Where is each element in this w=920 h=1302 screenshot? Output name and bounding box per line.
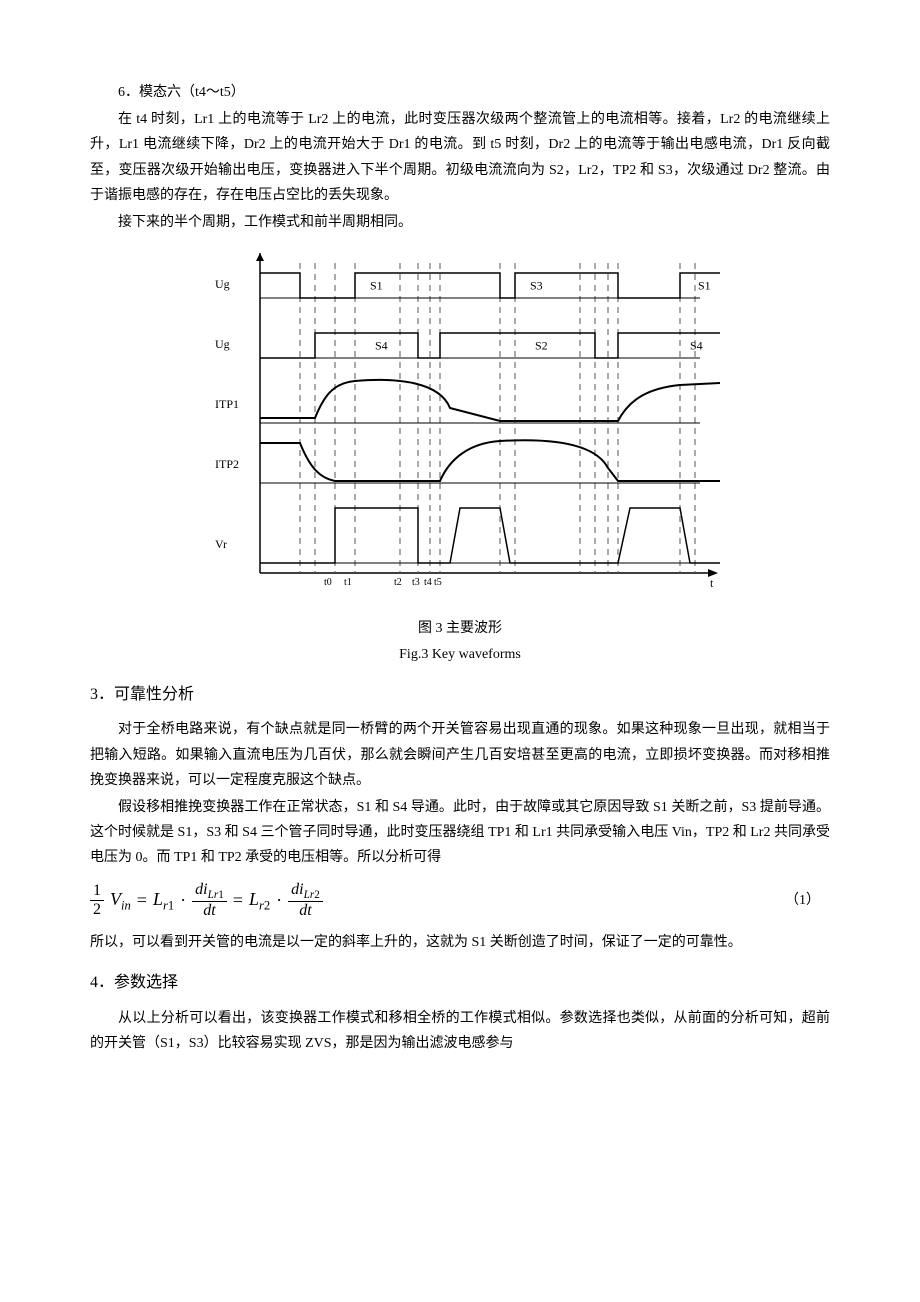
figure-3: t Ug Ug ITP1 ITP2 Vr S1 S3 S1 S4 S2 S4 t0 t1 t2 t3 t4t5 (90, 243, 830, 612)
svg-text:t4: t4 (424, 577, 432, 588)
svg-text:S2: S2 (535, 339, 548, 353)
svg-text:t1: t1 (344, 577, 352, 588)
equation-1: 12 Vin = Lr1 · diLr1dt = Lr2 · diLr2dt （… (90, 881, 830, 920)
svg-text:S3: S3 (530, 279, 543, 293)
svg-text:t0: t0 (324, 577, 332, 588)
svg-text:S4: S4 (690, 339, 703, 353)
post-eq-para: 所以，可以看到开关管的电流是以一定的斜率上升的，这就为 S1 关断创造了时间，保… (90, 930, 830, 955)
mode6-title: 6．模态六（t4～t5） (90, 80, 830, 105)
svg-text:ITP2: ITP2 (215, 457, 239, 471)
svg-text:t3: t3 (412, 577, 420, 588)
svg-text:S1: S1 (370, 279, 383, 293)
waveform-svg: t Ug Ug ITP1 ITP2 Vr S1 S3 S1 S4 S2 S4 t0 t1 t2 t3 t4t5 (200, 243, 720, 603)
mode6-p1: 在 t4 时刻，Lr1 上的电流等于 Lr2 上的电流，此时变压器次级两个整流管… (90, 107, 830, 208)
section4-p1: 从以上分析可以看出，该变换器工作模式和移相全桥的工作模式相似。参数选择也类似，从… (90, 1006, 830, 1056)
section3-p1: 对于全桥电路来说，有个缺点就是同一桥臂的两个开关管容易出现直通的现象。如果这种现… (90, 717, 830, 793)
equation-1-number: （1） (785, 888, 830, 913)
svg-text:Vr: Vr (215, 537, 227, 551)
svg-text:Ug: Ug (215, 337, 230, 351)
section3-p2: 假设移相推挽变换器工作在正常状态，S1 和 S4 导通。此时，由于故障或其它原因… (90, 795, 830, 871)
svg-text:t2: t2 (394, 577, 402, 588)
svg-text:S1: S1 (698, 279, 711, 293)
svg-text:Ug: Ug (215, 277, 230, 291)
svg-text:t5: t5 (434, 577, 442, 588)
svg-text:t: t (710, 576, 714, 590)
figure3-caption-cn: 图 3 主要波形 (90, 616, 830, 641)
svg-text:ITP1: ITP1 (215, 397, 239, 411)
svg-text:S4: S4 (375, 339, 388, 353)
section4-heading: 4．参数选择 (90, 969, 830, 998)
mode6-p2: 接下来的半个周期，工作模式和前半周期相同。 (90, 210, 830, 235)
figure3-caption-en: Fig.3 Key waveforms (90, 642, 830, 667)
section3-heading: 3．可靠性分析 (90, 681, 830, 710)
